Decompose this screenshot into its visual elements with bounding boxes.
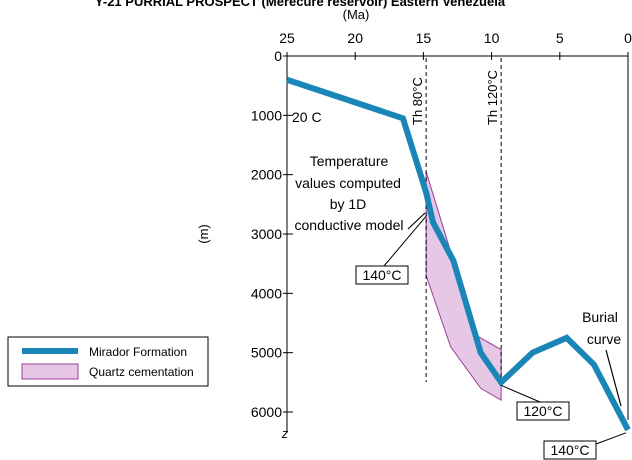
y-axis-label: (m)	[196, 224, 211, 244]
series-line-mirador-formation	[286, 76, 631, 432]
temperature-pointer	[595, 432, 627, 445]
y-tick-label: 5000	[251, 345, 282, 361]
legend-label: Quartz cementation	[89, 365, 194, 379]
model-note-pointer	[407, 212, 426, 230]
burial-curve-pointer	[605, 349, 622, 407]
y-tick-label: 1000	[251, 107, 282, 123]
depth-axis-symbol: z	[281, 426, 289, 441]
x-tick-label: 10	[484, 30, 500, 46]
temperature-box-label: 140°C	[550, 442, 589, 458]
legend-label: Mirador Formation	[89, 345, 187, 359]
x-tick-label: 20	[347, 30, 363, 46]
x-tick-label: 5	[556, 30, 564, 46]
x-tick-label: 15	[416, 30, 432, 46]
y-tick-label: 4000	[251, 285, 282, 301]
legend-swatch-quartz	[21, 363, 79, 380]
reference-line-label: Th 120°C	[485, 70, 500, 125]
x-tick-label: 0	[624, 30, 632, 46]
reference-line-label: Th 80°C	[410, 77, 425, 125]
temperature-box-label: 140°C	[362, 267, 401, 283]
x-tick-label: 25	[279, 30, 295, 46]
temperature-box-label: 120°C	[523, 403, 562, 419]
x-axis-label: (Ma)	[343, 7, 370, 22]
y-tick-label: 6000	[251, 404, 282, 420]
temperature-box	[516, 401, 570, 421]
surface-temperature-label: 20 C	[292, 109, 322, 125]
y-tick-label: 3000	[251, 226, 282, 242]
model-note-line: values computed	[295, 175, 401, 191]
y-tick-label: 2000	[251, 167, 282, 183]
model-note-line: by 1D	[330, 196, 367, 212]
chart-title: Y-21 PURRIAL PROSPECT (Merecure reservoi…	[95, 0, 506, 9]
y-tick-label: 0	[274, 48, 282, 64]
temperature-box	[355, 265, 409, 285]
model-note-line: Temperature	[310, 153, 389, 169]
model-note-line: conductive model	[295, 217, 404, 233]
burial-curve-label: curve	[587, 331, 621, 347]
temperature-pointer	[500, 384, 541, 403]
temperature-box	[543, 440, 597, 460]
temperature-pointer	[383, 215, 427, 267]
burial-curve-label: Burial	[582, 309, 618, 325]
